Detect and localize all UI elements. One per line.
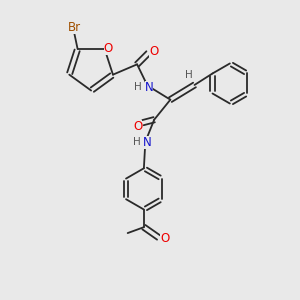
Text: H: H (185, 70, 193, 80)
Text: O: O (104, 42, 113, 55)
Text: H: H (134, 82, 142, 92)
Text: H: H (133, 137, 140, 147)
Text: N: N (143, 136, 152, 149)
Text: O: O (149, 45, 158, 58)
Text: O: O (160, 232, 170, 245)
Text: N: N (145, 80, 153, 94)
Text: O: O (133, 120, 142, 133)
Text: Br: Br (68, 21, 81, 34)
